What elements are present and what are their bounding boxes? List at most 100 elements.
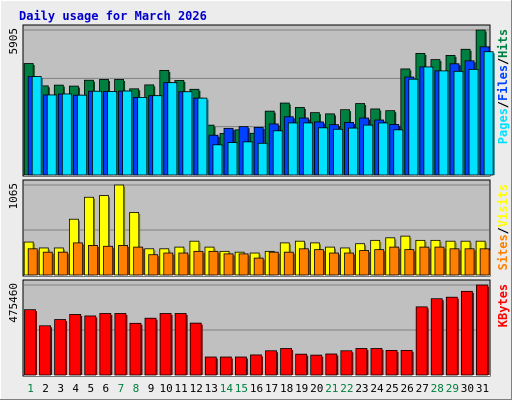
bar-sites-day-5 <box>88 245 99 276</box>
bar-sites-day-12 <box>193 250 205 276</box>
bar-pages-day-2 <box>46 94 58 176</box>
bar-sites-day-27 <box>419 246 431 276</box>
bar-sites-day-26 <box>404 249 416 276</box>
bar-pages-day-3 <box>61 93 73 176</box>
bar-pages-day-23 <box>363 124 375 176</box>
day-label-23: 23 <box>355 382 368 395</box>
series-sites <box>27 242 491 276</box>
day-label-13: 13 <box>205 382 218 395</box>
bar-pages-day-24 <box>378 122 390 176</box>
bar-sites-day-28 <box>434 246 446 276</box>
bar-sites-day-31 <box>479 248 491 276</box>
bar-pages-day-30 <box>468 69 480 176</box>
day-label-21: 21 <box>325 382 338 395</box>
day-label-3: 3 <box>57 382 64 395</box>
day-label-20: 20 <box>310 382 323 395</box>
bar-sites-day-20 <box>314 249 325 276</box>
bar-kbytes-day-10 <box>159 313 173 376</box>
bar-pages-day-27 <box>423 66 435 176</box>
day-label-5: 5 <box>87 382 94 395</box>
chart-title: Daily usage for March 2026 <box>19 9 207 23</box>
bar-kbytes-day-22 <box>340 350 354 376</box>
day-label-9: 9 <box>148 382 155 395</box>
bar-pages-day-8 <box>137 97 149 176</box>
max-value-label: 475460 <box>7 283 20 323</box>
max-value-label: 1065 <box>7 183 20 210</box>
bar-kbytes-day-8 <box>129 322 143 376</box>
bar-kbytes-day-15 <box>235 356 248 376</box>
day-label-28: 28 <box>431 382 444 395</box>
day-label-2: 2 <box>42 382 49 395</box>
day-label-22: 22 <box>340 382 353 395</box>
bar-kbytes-day-23 <box>355 348 369 376</box>
bar-kbytes-day-27 <box>415 306 429 376</box>
bar-kbytes-day-30 <box>460 290 474 376</box>
bar-pages-day-22 <box>348 127 360 176</box>
bar-pages-day-31 <box>483 51 495 176</box>
bar-kbytes-day-24 <box>370 348 384 376</box>
day-label-11: 11 <box>175 382 188 395</box>
day-label-19: 19 <box>295 382 308 395</box>
bar-pages-day-14 <box>227 142 239 176</box>
legend-kbytes: KBytes <box>496 284 510 327</box>
bar-pages-day-13 <box>212 144 224 176</box>
legend-kbytes: KBytes <box>496 284 510 327</box>
bar-pages-day-1 <box>31 76 43 176</box>
day-label-16: 16 <box>250 382 263 395</box>
bar-sites-day-11 <box>178 252 190 276</box>
bar-kbytes-day-26 <box>400 349 414 376</box>
bar-sites-day-7 <box>118 245 130 276</box>
bar-sites-day-17 <box>268 251 280 276</box>
bar-pages-day-25 <box>393 129 405 176</box>
bar-kbytes-day-17 <box>265 350 279 376</box>
bar-sites-day-3 <box>57 251 69 276</box>
bar-kbytes-day-28 <box>430 298 444 376</box>
day-label-24: 24 <box>370 382 384 395</box>
bar-kbytes-day-12 <box>189 322 203 376</box>
bar-pages-day-5 <box>92 90 103 176</box>
bar-sites-day-22 <box>344 252 356 276</box>
panel-kbytes: 475460 KBytes <box>7 279 510 377</box>
day-label-8: 8 <box>133 382 140 395</box>
bar-sites-day-15 <box>238 253 250 276</box>
legend-visits: Visits <box>496 184 510 227</box>
legend-visits-sites: Sites/Visits <box>496 184 510 271</box>
day-label-17: 17 <box>265 382 278 395</box>
bar-kbytes-day-18 <box>280 348 294 376</box>
day-label-10: 10 <box>159 382 172 395</box>
bar-kbytes-day-7 <box>114 313 128 376</box>
bar-sites-day-29 <box>449 248 461 276</box>
bar-pages-day-11 <box>182 91 194 176</box>
day-label-26: 26 <box>401 382 414 395</box>
bar-sites-day-2 <box>42 251 54 276</box>
day-label-27: 27 <box>416 382 429 395</box>
day-label-31: 31 <box>476 382 489 395</box>
day-label-29: 29 <box>446 382 459 395</box>
bar-pages-day-26 <box>408 78 420 176</box>
bar-kbytes-day-25 <box>385 349 399 376</box>
bar-kbytes-day-9 <box>144 317 158 376</box>
day-label-1: 1 <box>27 382 34 395</box>
day-label-30: 30 <box>461 382 474 395</box>
bar-sites-day-4 <box>72 242 84 276</box>
bar-kbytes-day-14 <box>219 356 233 376</box>
day-axis-labels: 1 2 3 4 5 6 7 8 9 10 11 12 13 14 15 16 17 18 19 20 21 22 23 24 2… <box>27 382 489 395</box>
legend-hits-files-pages: Pages/Files/Hits <box>496 29 510 144</box>
bar-sites-day-13 <box>208 250 220 276</box>
bar-pages-day-15 <box>242 141 254 176</box>
bar-kbytes-day-31 <box>476 284 489 376</box>
bar-kbytes-day-4 <box>69 314 83 376</box>
legend-sites: Sites <box>496 234 510 270</box>
day-label-14: 14 <box>220 382 234 395</box>
day-label-15: 15 <box>235 382 248 395</box>
legend-separator: / <box>496 227 510 234</box>
bar-sites-day-23 <box>359 250 371 276</box>
bar-kbytes-day-16 <box>250 354 263 376</box>
bar-pages-day-12 <box>197 97 209 176</box>
bar-sites-day-9 <box>148 254 160 276</box>
bar-kbytes-day-13 <box>204 356 218 376</box>
bar-kbytes-day-20 <box>310 354 324 376</box>
bar-pages-day-20 <box>318 127 329 176</box>
bar-sites-day-30 <box>464 248 476 276</box>
day-label-12: 12 <box>190 382 203 395</box>
